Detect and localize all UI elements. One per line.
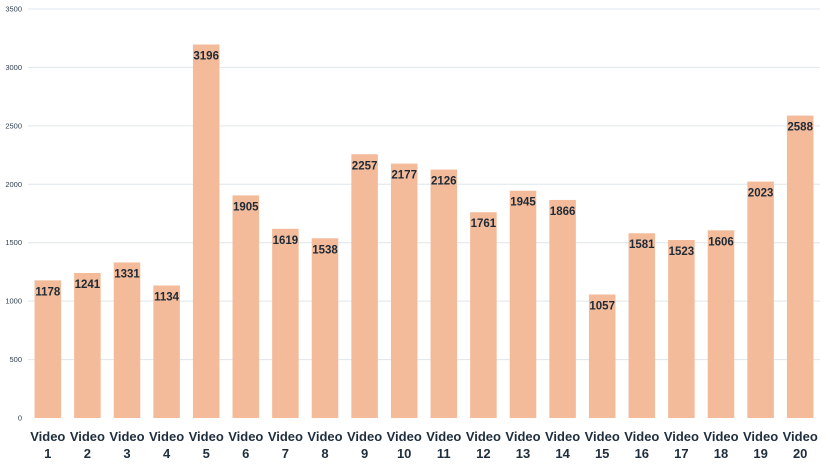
bar — [192, 44, 220, 419]
x-tick-label: Video 4 — [149, 429, 184, 461]
x-tick-label: Video 3 — [109, 429, 144, 461]
bar-value-label: 2588 — [787, 122, 813, 134]
bar-value-labels: 1178 1241 1331 1134 3196 1905 1619 1538 2257 2177… — [35, 51, 813, 313]
x-tick-label: Video 14 — [545, 429, 580, 461]
x-tick-label: Video 13 — [505, 429, 540, 461]
y-tick-label: 500 — [9, 355, 22, 364]
x-tick-label: Video 5 — [189, 429, 224, 461]
x-tick-label: Video 11 — [426, 429, 461, 461]
x-tick-label: Video 12 — [466, 429, 501, 461]
bar — [74, 272, 101, 418]
y-tick-label: 3000 — [5, 63, 22, 72]
y-gridlines — [28, 8, 820, 361]
bar — [470, 212, 497, 418]
bar-value-label: 1945 — [510, 197, 536, 209]
x-tick-label: Video 20 — [783, 429, 818, 461]
x-tick-label: Video 7 — [268, 429, 303, 461]
bar — [390, 163, 418, 418]
bar — [628, 233, 656, 418]
bar-value-label: 2257 — [352, 160, 378, 172]
x-tick-label: Video 8 — [307, 429, 342, 461]
bar — [351, 154, 378, 419]
x-tick-label: Video 18 — [703, 429, 738, 461]
y-tick-label: 1000 — [5, 297, 22, 306]
x-tick-label: Video 9 — [347, 429, 382, 461]
bar — [430, 169, 458, 418]
y-tick-label: 1500 — [5, 238, 22, 247]
bar — [668, 240, 695, 418]
bar — [509, 190, 537, 418]
bar — [113, 262, 141, 418]
y-tick-label: 3500 — [5, 5, 22, 14]
bar-value-label: 1866 — [550, 206, 576, 218]
bar-value-label: 1606 — [708, 236, 734, 248]
bar — [549, 199, 576, 418]
bar-value-label: 1178 — [35, 286, 61, 298]
x-tick-label: Video 2 — [70, 429, 105, 461]
bar-value-label: 1241 — [75, 279, 101, 291]
bars — [34, 44, 814, 419]
bar-value-label: 2126 — [431, 176, 457, 188]
x-tick-label: Video 1 — [30, 429, 65, 461]
bar-value-label: 1134 — [154, 291, 180, 303]
bar — [232, 195, 260, 418]
bar-value-label: 1523 — [669, 246, 695, 258]
bar-value-label: 2177 — [391, 170, 417, 182]
x-tick-label: Video 15 — [585, 429, 620, 461]
bar-value-label: 1619 — [273, 235, 299, 247]
x-tick-label: Video 16 — [624, 429, 659, 461]
x-tick-label: Video 17 — [664, 429, 699, 461]
y-tick-label: 2000 — [5, 180, 22, 189]
bar-value-label: 1331 — [114, 268, 140, 280]
y-axis-ticks: 0 500 1000 1500 2000 2500 3000 3500 — [5, 5, 22, 423]
bar — [786, 115, 814, 418]
bar-value-label: 1761 — [471, 218, 497, 230]
bar-value-label: 1538 — [312, 244, 338, 256]
bar — [707, 230, 735, 418]
bar-value-label: 1905 — [233, 201, 259, 213]
bar — [34, 280, 62, 418]
bar — [153, 285, 180, 418]
x-tick-label: Video 19 — [743, 429, 778, 461]
x-tick-label: Video 10 — [387, 429, 422, 461]
bar-value-label: 1057 — [589, 300, 615, 312]
bar-value-label: 1581 — [629, 239, 655, 251]
bar — [272, 228, 299, 418]
x-tick-label: Video 6 — [228, 429, 263, 461]
y-tick-label: 0 — [18, 414, 22, 423]
bar-value-label: 3196 — [193, 51, 219, 63]
y-tick-label: 2500 — [5, 121, 22, 130]
bar — [747, 181, 774, 418]
bar — [311, 238, 339, 418]
bar — [588, 294, 616, 418]
bar-value-label: 2023 — [748, 188, 774, 200]
